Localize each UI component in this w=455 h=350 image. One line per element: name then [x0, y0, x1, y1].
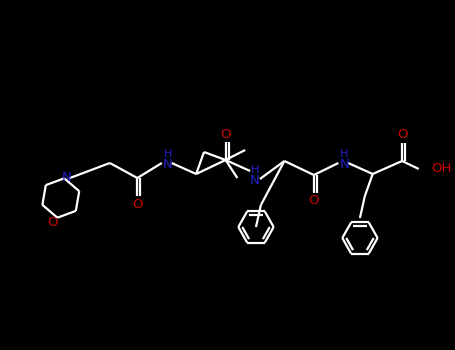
Text: H: H	[340, 149, 349, 159]
Text: O: O	[220, 127, 231, 140]
Text: N: N	[163, 158, 172, 170]
Text: O: O	[397, 128, 407, 141]
Text: H: H	[163, 149, 172, 159]
Text: H: H	[251, 165, 259, 175]
Text: OH: OH	[431, 162, 452, 175]
Text: O: O	[132, 197, 142, 210]
Text: O: O	[47, 216, 58, 229]
Text: N: N	[339, 158, 349, 170]
Text: N: N	[61, 171, 71, 184]
Text: O: O	[308, 195, 319, 208]
Text: N: N	[250, 174, 260, 187]
